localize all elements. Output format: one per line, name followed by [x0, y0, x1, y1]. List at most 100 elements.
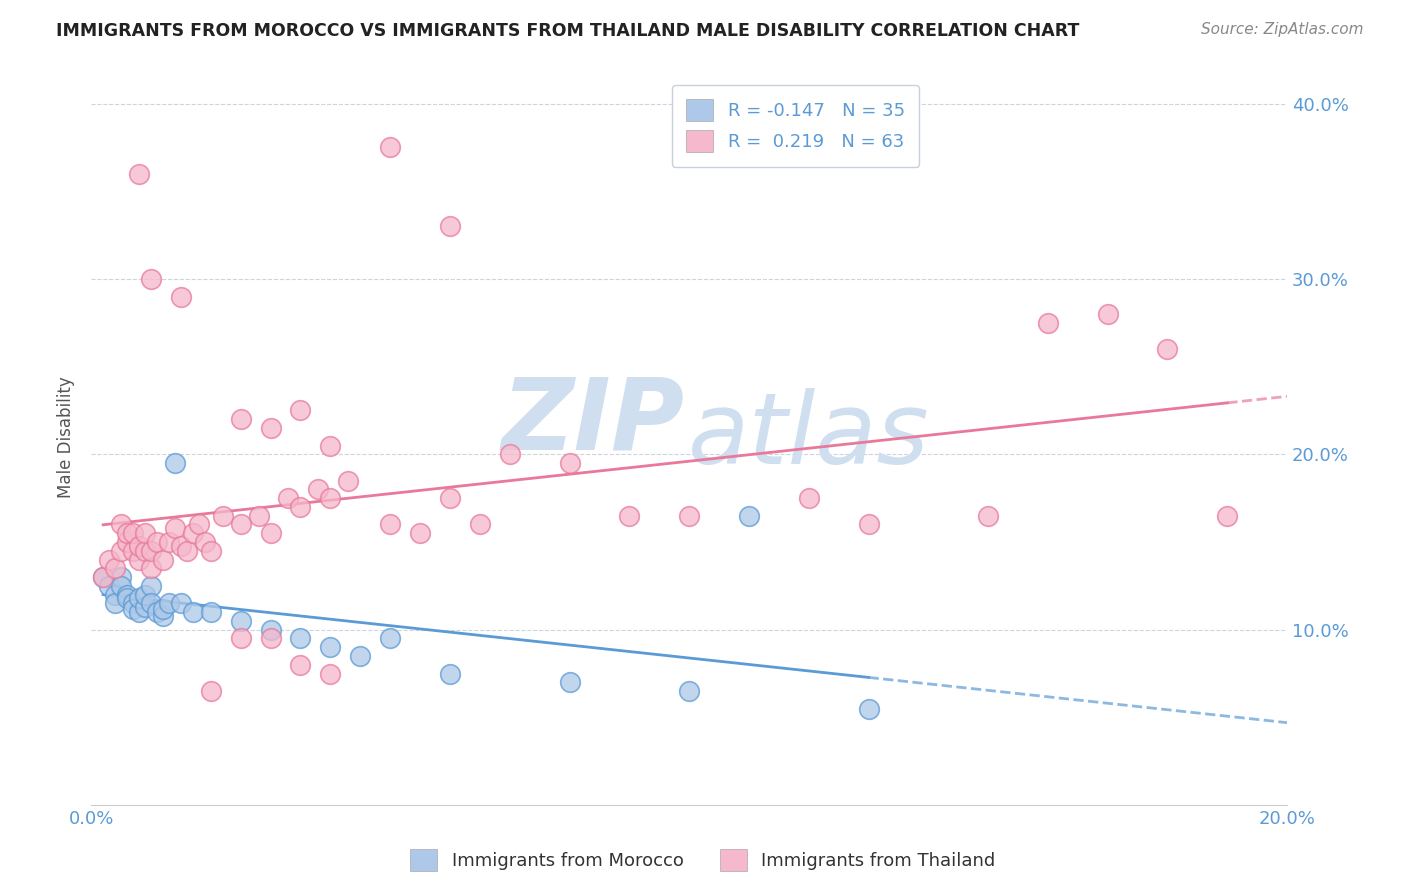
Point: [678, 508, 700, 523]
Point: [439, 491, 461, 505]
Point: [187, 517, 209, 532]
Point: [259, 526, 281, 541]
Point: [1097, 307, 1119, 321]
Point: [211, 508, 233, 523]
Point: [170, 596, 193, 610]
Point: [157, 535, 180, 549]
Point: [115, 591, 138, 606]
Point: [134, 526, 156, 541]
Point: [157, 596, 180, 610]
Point: [128, 552, 150, 566]
Point: [128, 605, 150, 619]
Point: [290, 403, 312, 417]
Point: [337, 474, 360, 488]
Point: [259, 632, 281, 646]
Point: [98, 579, 121, 593]
Point: [104, 561, 127, 575]
Point: [290, 632, 312, 646]
Point: [91, 570, 114, 584]
Point: [378, 632, 401, 646]
Y-axis label: Male Disability: Male Disability: [58, 376, 75, 498]
Point: [229, 614, 252, 628]
Point: [146, 535, 169, 549]
Point: [139, 579, 162, 593]
Point: [1036, 316, 1059, 330]
Point: [259, 623, 281, 637]
Point: [194, 535, 217, 549]
Point: [738, 508, 761, 523]
Point: [122, 526, 145, 541]
Point: [146, 605, 169, 619]
Point: [409, 526, 432, 541]
Legend: R = -0.147   N = 35, R =  0.219   N = 63: R = -0.147 N = 35, R = 0.219 N = 63: [672, 85, 920, 167]
Point: [128, 539, 150, 553]
Point: [115, 588, 138, 602]
Point: [229, 517, 252, 532]
Point: [319, 666, 342, 681]
Point: [152, 601, 174, 615]
Point: [139, 272, 162, 286]
Point: [122, 596, 145, 610]
Point: [349, 648, 371, 663]
Point: [229, 412, 252, 426]
Point: [110, 543, 132, 558]
Point: [678, 684, 700, 698]
Point: [290, 500, 312, 514]
Point: [115, 526, 138, 541]
Point: [128, 591, 150, 606]
Point: [181, 605, 204, 619]
Legend: Immigrants from Morocco, Immigrants from Thailand: Immigrants from Morocco, Immigrants from…: [404, 842, 1002, 879]
Point: [134, 588, 156, 602]
Point: [1216, 508, 1239, 523]
Point: [170, 539, 193, 553]
Point: [98, 552, 121, 566]
Point: [181, 526, 204, 541]
Point: [163, 521, 186, 535]
Point: [307, 483, 329, 497]
Point: [439, 219, 461, 234]
Point: [134, 543, 156, 558]
Point: [104, 588, 127, 602]
Point: [468, 517, 491, 532]
Text: IMMIGRANTS FROM MOROCCO VS IMMIGRANTS FROM THAILAND MALE DISABILITY CORRELATION : IMMIGRANTS FROM MOROCCO VS IMMIGRANTS FR…: [56, 22, 1080, 40]
Text: Source: ZipAtlas.com: Source: ZipAtlas.com: [1201, 22, 1364, 37]
Point: [139, 543, 162, 558]
Point: [200, 543, 222, 558]
Point: [110, 579, 132, 593]
Text: atlas: atlas: [688, 388, 929, 485]
Point: [139, 596, 162, 610]
Point: [110, 517, 132, 532]
Text: ZIP: ZIP: [502, 374, 685, 471]
Point: [229, 632, 252, 646]
Point: [152, 552, 174, 566]
Point: [319, 491, 342, 505]
Point: [858, 701, 880, 715]
Point: [977, 508, 1000, 523]
Point: [558, 456, 581, 470]
Point: [200, 605, 222, 619]
Point: [277, 491, 299, 505]
Point: [247, 508, 270, 523]
Point: [319, 439, 342, 453]
Point: [619, 508, 641, 523]
Point: [499, 447, 522, 461]
Point: [115, 535, 138, 549]
Point: [91, 570, 114, 584]
Point: [558, 675, 581, 690]
Point: [797, 491, 820, 505]
Point: [122, 601, 145, 615]
Point: [290, 657, 312, 672]
Point: [139, 561, 162, 575]
Point: [122, 543, 145, 558]
Point: [200, 684, 222, 698]
Point: [259, 421, 281, 435]
Point: [170, 289, 193, 303]
Point: [378, 517, 401, 532]
Point: [439, 666, 461, 681]
Point: [176, 543, 198, 558]
Point: [163, 456, 186, 470]
Point: [319, 640, 342, 655]
Point: [134, 599, 156, 614]
Point: [110, 570, 132, 584]
Point: [378, 140, 401, 154]
